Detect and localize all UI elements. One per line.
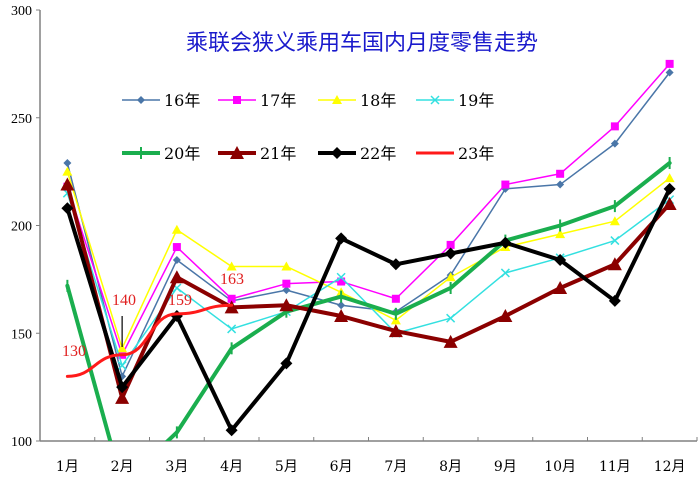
legend-label: 22年 <box>360 144 396 163</box>
y-tick-label: 150 <box>11 327 32 342</box>
y-tick-label: 300 <box>11 4 32 19</box>
series-21年 <box>60 177 677 404</box>
value-annotation: 159 <box>168 292 192 309</box>
series-layer <box>60 59 677 441</box>
x-tick-label: 3月 <box>165 459 188 475</box>
legend: 16年 17年 18年 19年 20年 21年 22年 23年 <box>122 91 494 163</box>
axes: 100 150 200 250 300 1月 2月 3月 4月 5月 6月 7月 8月 9月 10月 11月 1… <box>11 4 698 475</box>
x-tick-label: 5月 <box>275 459 298 475</box>
chart-title: 乘联会狭义乘用车国内月度零售走势 <box>186 31 538 56</box>
value-annotation: 140 <box>112 292 136 309</box>
legend-label: 19年 <box>458 91 494 110</box>
x-tick-label: 10月 <box>544 459 576 475</box>
x-tick-label: 4月 <box>220 459 243 475</box>
x-tick-label: 9月 <box>494 459 517 475</box>
y-tick-label: 250 <box>11 112 32 127</box>
x-tick-label: 2月 <box>111 459 134 475</box>
value-annotation: 163 <box>220 271 244 288</box>
legend-label: 18年 <box>360 91 396 110</box>
legend-label: 23年 <box>458 144 494 163</box>
y-tick-label: 100 <box>11 435 32 450</box>
legend-label: 17年 <box>260 91 296 110</box>
x-tick-label: 8月 <box>439 459 462 475</box>
series-20年 <box>65 157 672 441</box>
value-annotation: 130 <box>62 343 86 360</box>
x-tick-label: 11月 <box>599 459 631 475</box>
legend-label: 21年 <box>260 144 296 163</box>
legend-item-21年: 21年 <box>218 144 296 163</box>
legend-item-19年: 19年 <box>416 91 494 110</box>
legend-item-23年: 23年 <box>416 144 494 163</box>
x-tick-label: 1月 <box>56 459 79 475</box>
x-tick-label: 6月 <box>330 459 353 475</box>
y-tick-label: 200 <box>11 220 32 235</box>
series-22年 <box>61 182 676 437</box>
annotations: 130 140 159 163 <box>62 271 244 360</box>
series-23年 <box>65 303 234 378</box>
x-tick-label: 12月 <box>654 459 686 475</box>
legend-item-18年: 18年 <box>318 91 396 110</box>
legend-item-16年: 16年 <box>122 91 200 110</box>
x-tick-label: 7月 <box>384 459 407 475</box>
legend-label: 20年 <box>164 144 200 163</box>
series-16年 <box>63 68 674 381</box>
legend-item-22年: 22年 <box>318 144 396 163</box>
legend-item-17年: 17年 <box>218 91 296 110</box>
legend-item-20年: 20年 <box>122 144 200 163</box>
legend-label: 16年 <box>164 91 200 110</box>
